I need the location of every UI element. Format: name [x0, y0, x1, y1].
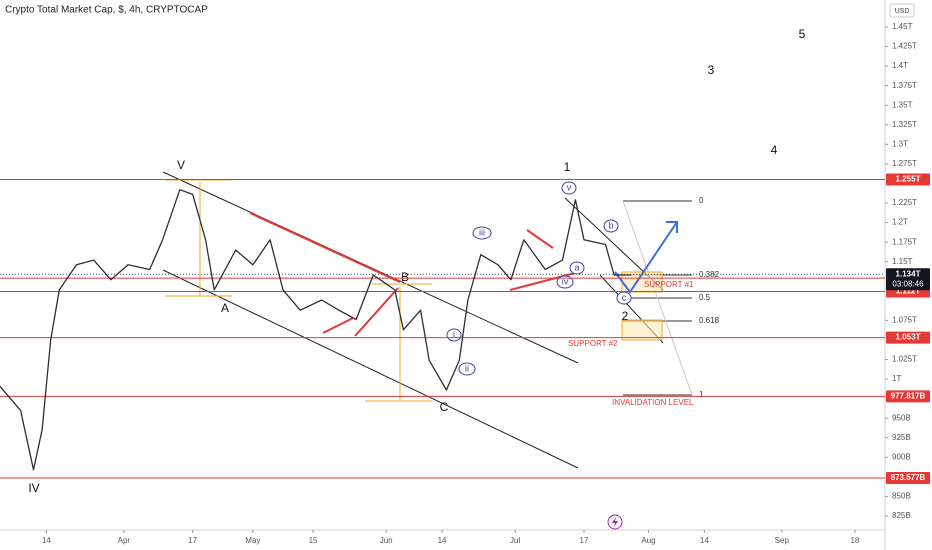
- chart-title: Crypto Total Market Cap, $, 4h, CRYPTOCA…: [5, 5, 208, 16]
- support-zone: [621, 319, 663, 341]
- zone-label: SUPPORT #2: [568, 339, 618, 348]
- x-tick-label: Aug: [641, 536, 655, 545]
- x-tick-label: 18: [850, 536, 859, 545]
- y-tick-label: 1.075T: [892, 315, 917, 324]
- y-tick-label: 1.225T: [892, 198, 917, 207]
- fib-label: 0.618: [699, 316, 720, 325]
- channel-line: [162, 269, 579, 469]
- wave-label: 2: [622, 309, 629, 323]
- y-tick-label: 1.325T: [892, 120, 917, 129]
- currency-box: [889, 3, 915, 18]
- drawings: [162, 171, 693, 469]
- y-tick-label: 1.275T: [892, 159, 917, 168]
- wave-label: A: [221, 301, 229, 315]
- currency: USD: [895, 8, 910, 15]
- level-label: 1.053T: [896, 333, 921, 342]
- y-tick-label: 1.175T: [892, 237, 917, 246]
- level-label: 873.577B: [891, 473, 926, 482]
- sub-wave-circle: [556, 275, 574, 289]
- y-tick-label: 1.4T: [892, 61, 908, 70]
- x-tick-label: 15: [309, 536, 318, 545]
- y-tick-label: 950B: [892, 413, 911, 422]
- y-tick-label: 825B: [892, 511, 911, 520]
- fib-label: 1: [699, 390, 704, 399]
- sub-wave-label: iii: [479, 227, 485, 237]
- level-label: 977.817B: [891, 392, 926, 401]
- y-tick-label: 1.3T: [892, 139, 908, 148]
- level-label: 1.255T: [896, 175, 921, 184]
- y-tick-label: 1.15T: [892, 257, 913, 266]
- current-price-label: 1.134T: [896, 269, 921, 278]
- sub-wave-circle: [616, 291, 632, 305]
- level-label-box: [886, 471, 930, 484]
- current-price-box: [886, 268, 930, 291]
- zone-label: SUPPORT #1: [644, 280, 694, 289]
- x-tick-label: 14: [42, 536, 51, 545]
- trend-line: [526, 229, 554, 249]
- wave-label: 3: [708, 63, 715, 77]
- y-tick-label: 1.2T: [892, 218, 908, 227]
- events-icon-bolt: [612, 517, 618, 527]
- sub-wave-label: v: [567, 182, 572, 192]
- projection-arrow: [614, 221, 678, 294]
- y-tick-label: 900B: [892, 452, 911, 461]
- sub-wave-circle: [561, 181, 577, 195]
- wave-label: IV: [28, 481, 39, 495]
- y-tick-label: 850B: [892, 492, 911, 501]
- x-tick-label: 14: [438, 536, 447, 545]
- sub-wave-label: ii: [465, 363, 469, 373]
- wave-label: V: [177, 158, 185, 172]
- fib-label: 0.5: [699, 293, 711, 302]
- wave-label: B: [401, 270, 409, 284]
- x-tick-label: 14: [700, 536, 709, 545]
- y-tick-label: 1.45T: [892, 22, 913, 31]
- x-tick-label: May: [245, 536, 260, 545]
- trend-line: [249, 212, 401, 283]
- sub-wave-circle: [458, 362, 476, 376]
- x-tick-label: Jun: [380, 536, 393, 545]
- x-tick-label: Apr: [118, 536, 131, 545]
- wave-label: C: [440, 400, 449, 414]
- wave-label: 1: [564, 160, 571, 174]
- y-tick-label: 1.375T: [892, 81, 917, 90]
- sub-wave-label: c: [622, 292, 627, 302]
- y-tick-label: 925B: [892, 433, 911, 442]
- sub-wave-label: i: [453, 329, 455, 339]
- sub-wave-markers: [446, 181, 632, 376]
- wave-label: 4: [771, 143, 778, 157]
- x-tick-label: Sep: [775, 536, 790, 545]
- y-tick-label: 1.35T: [892, 100, 913, 109]
- y-tick-label: 1.425T: [892, 42, 917, 51]
- level-label-box: [886, 390, 930, 403]
- level-label-box: [886, 331, 930, 344]
- fib-label: 0: [699, 196, 704, 205]
- x-tick-label: 17: [188, 536, 197, 545]
- y-tick-label: 1T: [892, 374, 901, 383]
- zone-label: INVALIDATION LEVEL: [612, 398, 694, 407]
- trend-line: [322, 317, 354, 334]
- price-line: [0, 189, 632, 471]
- level-label-box: [886, 173, 930, 186]
- level-label: 1.112T: [896, 287, 921, 296]
- sub-wave-circle: [472, 226, 492, 240]
- sub-wave-label: iv: [562, 276, 569, 286]
- x-tick-label: 17: [580, 536, 589, 545]
- trend-line: [354, 287, 399, 337]
- x-tick-label: Jul: [510, 536, 520, 545]
- y-tick-label: 1.025T: [892, 355, 917, 364]
- fib-label: 0.382: [699, 270, 720, 279]
- sub-wave-label: b: [608, 220, 613, 230]
- wave-label: 5: [799, 27, 806, 41]
- sub-wave-circle: [603, 219, 619, 233]
- countdown-label: 03:08:46: [892, 279, 924, 288]
- projection-arrow: [666, 221, 678, 233]
- fib-line: [622, 200, 693, 396]
- sub-wave-label: a: [574, 262, 579, 272]
